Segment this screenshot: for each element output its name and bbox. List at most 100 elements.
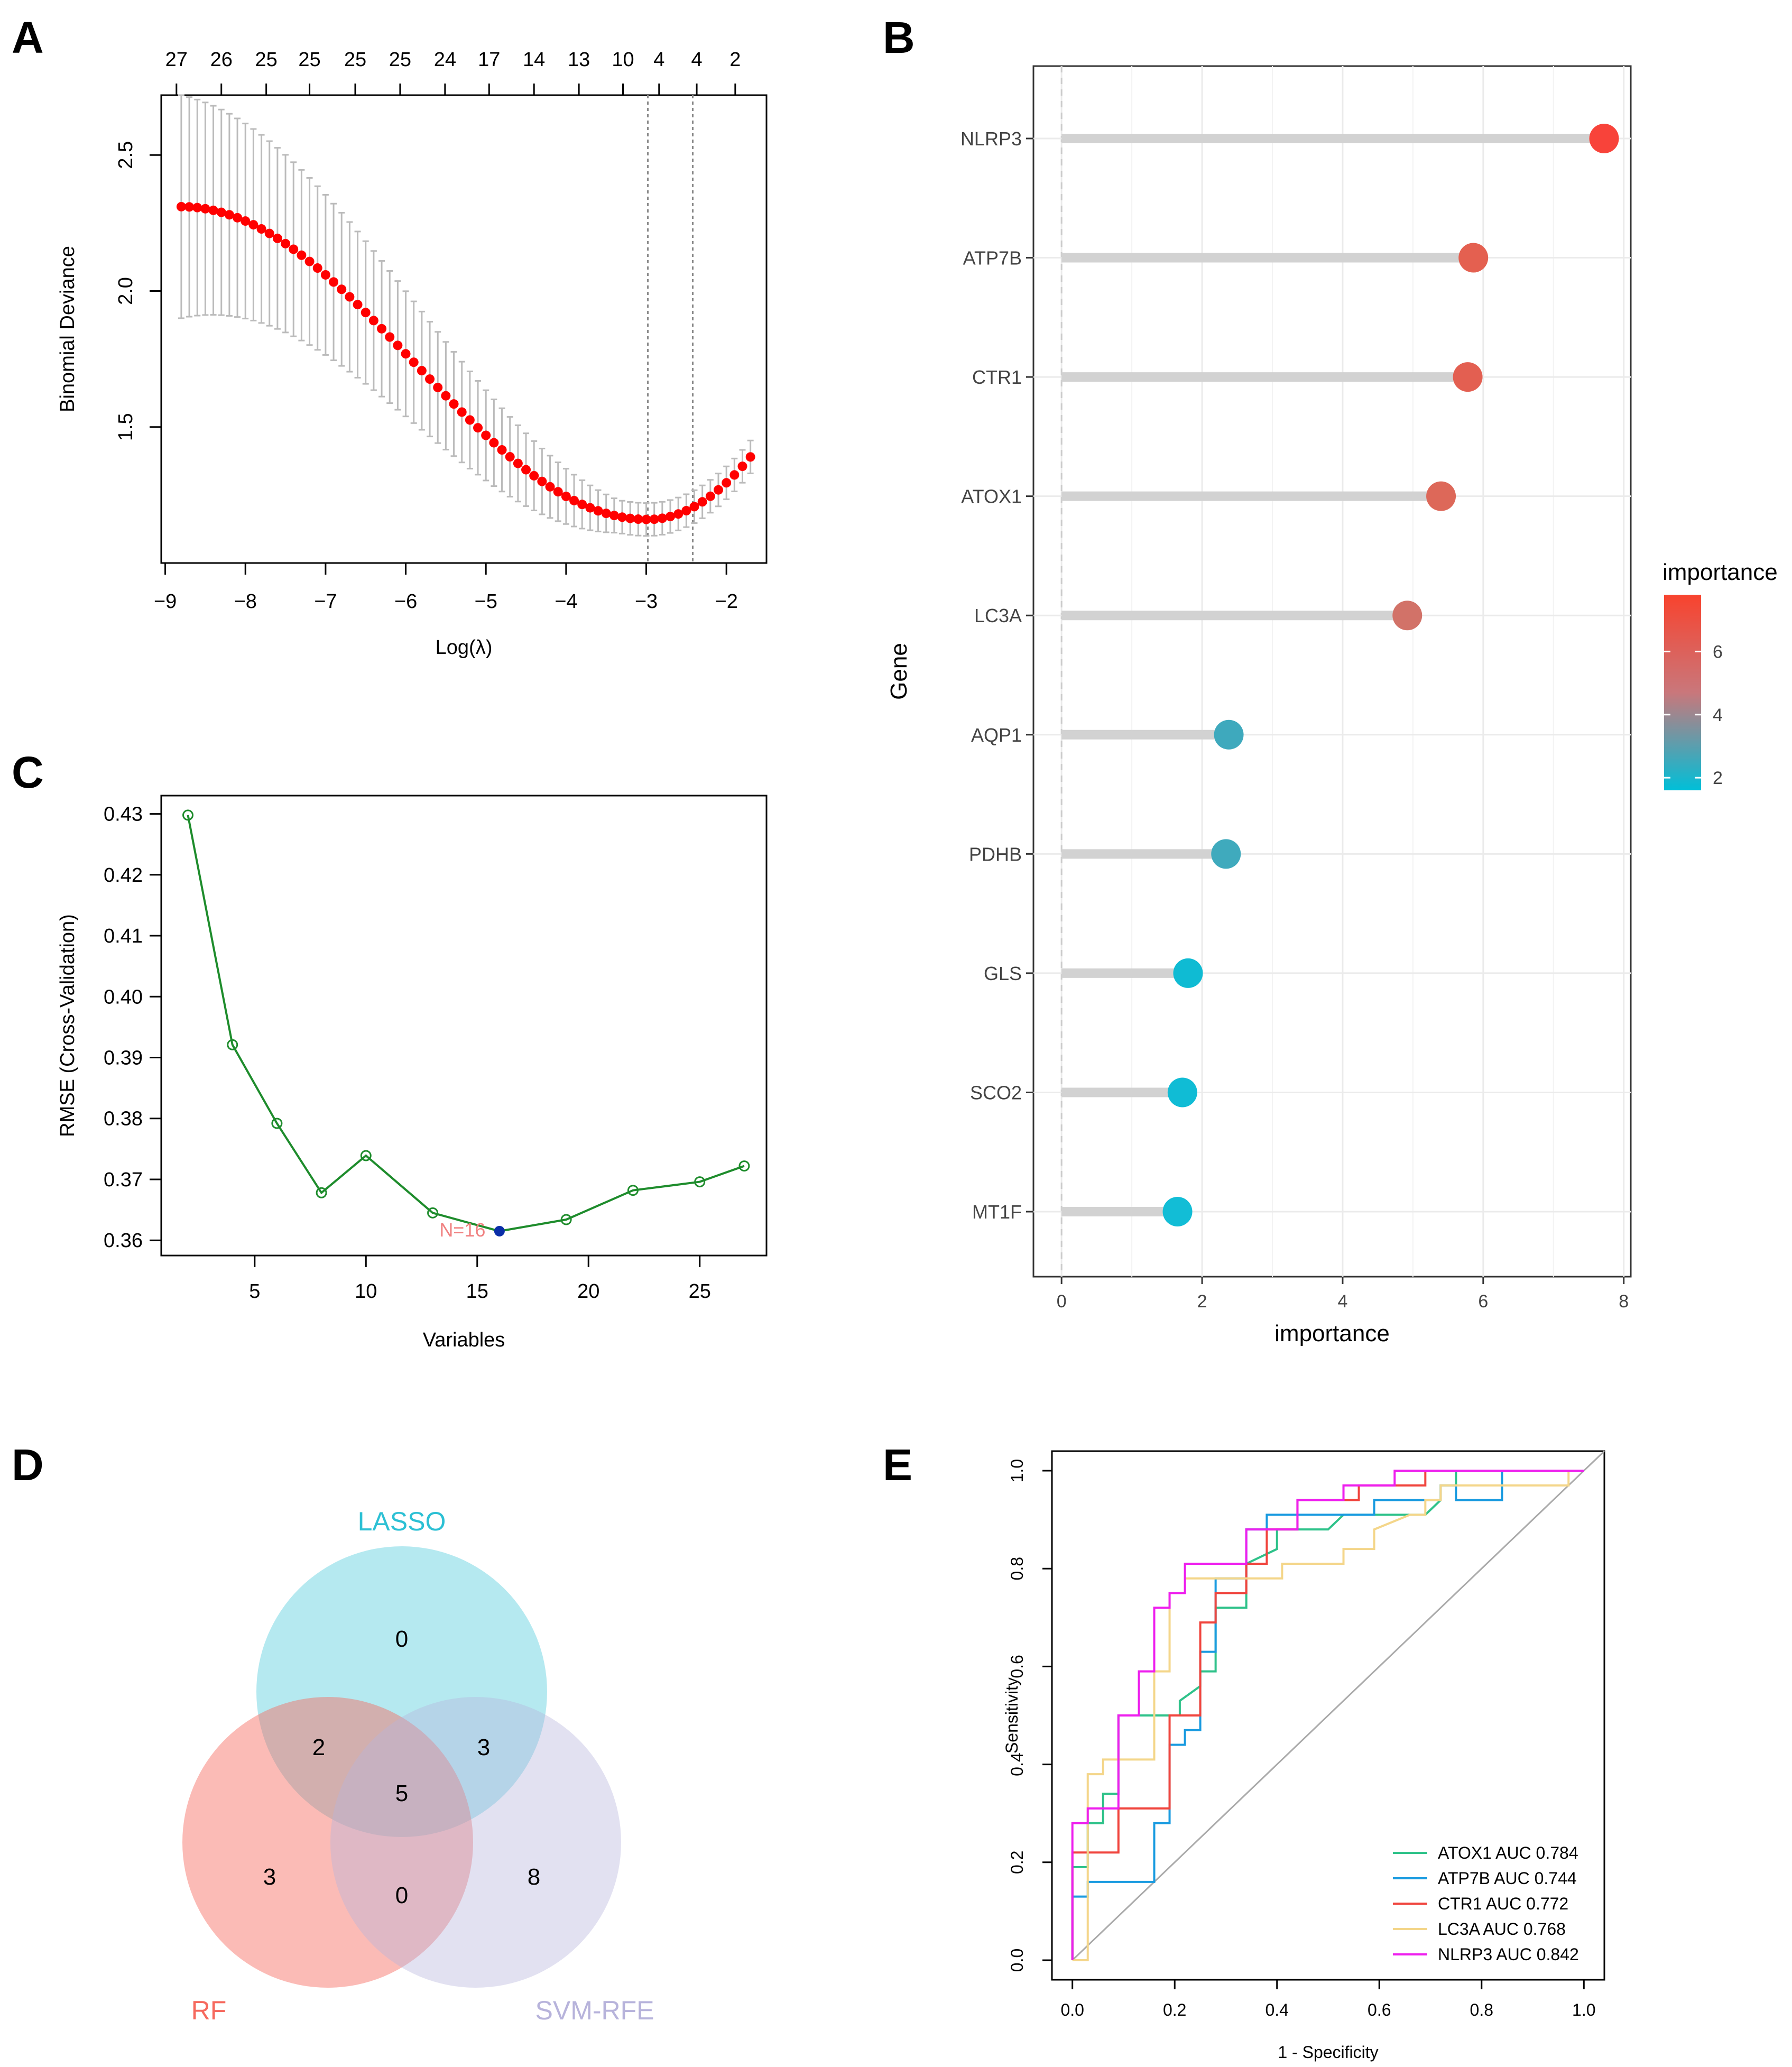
chance-diagonal <box>1071 1450 1605 1961</box>
lollipop-point-aqp1 <box>1214 719 1244 750</box>
y-tick-label: 1.0 <box>1008 1459 1027 1482</box>
deviance-point <box>745 452 755 462</box>
gene-label: MT1F <box>972 1201 1022 1223</box>
deviance-point <box>281 238 291 248</box>
x-tick-label: 25 <box>689 1280 711 1303</box>
y-tick-label: 2.0 <box>115 277 137 305</box>
x-axis-label: importance <box>1274 1321 1390 1346</box>
gene-label: PDHB <box>969 843 1022 865</box>
lollipop-point-gls <box>1173 958 1203 988</box>
gene-label: LC3A <box>974 605 1022 626</box>
deviance-point <box>625 513 635 523</box>
lollipop-point-atox1 <box>1426 481 1456 511</box>
deviance-point <box>569 495 579 505</box>
x-tick-label: −7 <box>314 590 337 613</box>
deviance-point <box>216 207 226 217</box>
y-axis-label: Sensitivity <box>1002 1677 1021 1754</box>
x-tick-label: 20 <box>577 1280 599 1303</box>
venn-set-label-svm-rfe: SVM-RFE <box>535 1996 654 2025</box>
x-tick-label: −9 <box>154 590 177 613</box>
panel-label-C: C <box>12 748 44 797</box>
rmse-point <box>227 1039 238 1050</box>
deviance-point <box>553 487 563 497</box>
deviance-point <box>224 210 234 220</box>
y-tick-label: 0.36 <box>104 1230 143 1252</box>
deviance-point <box>272 233 282 243</box>
rmse-point <box>182 809 194 821</box>
lollipop-point-atp7b <box>1458 243 1489 273</box>
deviance-point <box>425 374 435 384</box>
y-tick-label: 0.0 <box>1008 1949 1027 1972</box>
rmse-point <box>271 1118 283 1129</box>
lollipop-point-pdhb <box>1211 839 1241 869</box>
best-point-label: N=16 <box>439 1219 485 1241</box>
deviance-point <box>320 270 330 280</box>
y-axis-label: Gene <box>886 643 912 700</box>
venn-count-lasso-only: 0 <box>395 1626 408 1652</box>
deviance-point <box>465 415 475 425</box>
x-tick-label: 0 <box>1057 1291 1067 1312</box>
deviance-point <box>345 292 355 302</box>
deviance-point <box>505 452 515 462</box>
x-axis-label: 1 - Specificity <box>1278 2043 1378 2062</box>
lollipop-point-lc3a <box>1392 601 1422 631</box>
rmse-point <box>427 1207 439 1219</box>
deviance-point <box>545 482 555 492</box>
deviance-point <box>401 349 411 359</box>
venn-count-rf-svm: 0 <box>395 1883 408 1908</box>
gene-label: NLRP3 <box>960 128 1022 150</box>
rmse-point <box>316 1187 327 1198</box>
venn-circle-lasso <box>256 1546 547 1837</box>
y-tick-label: 1.5 <box>115 413 137 441</box>
deviance-point <box>449 399 459 409</box>
x-tick-label: 0.0 <box>1060 2000 1084 2019</box>
venn-set-label-lasso: LASSO <box>358 1507 446 1536</box>
rmse-point <box>738 1160 750 1172</box>
panel-label-E: E <box>883 1440 912 1490</box>
x-tick-label: −6 <box>394 590 417 613</box>
deviance-point <box>673 509 683 519</box>
deviance-point <box>529 470 539 481</box>
deviance-point <box>329 277 339 287</box>
x-tick-label: 0.6 <box>1368 2000 1391 2019</box>
deviance-point <box>297 250 307 260</box>
deviance-point <box>200 204 210 214</box>
panel-d-venn-diagram: LASSO RF SVM-RFE 0 2 3 5 3 0 8 <box>182 1507 654 2025</box>
deviance-point <box>617 512 627 522</box>
deviance-point <box>473 423 483 433</box>
plot-frame <box>160 94 768 564</box>
x-axis-label: Variables <box>423 1329 505 1351</box>
venn-circle-svm-rfe <box>330 1697 621 1988</box>
lollipop-point-mt1f <box>1162 1197 1193 1226</box>
x-tick-label: −5 <box>475 590 497 613</box>
deviance-point <box>729 470 740 480</box>
plot-frame <box>1051 1450 1605 1981</box>
y-axis-label: RMSE (Cross-Validation) <box>57 914 79 1137</box>
roc-curve-lc3a <box>1072 1470 1584 1961</box>
x-tick-label: 5 <box>249 1280 260 1303</box>
y-tick-label: 0.37 <box>104 1169 143 1191</box>
gene-label: ATP7B <box>963 247 1022 269</box>
rmse-point <box>694 1176 706 1188</box>
rmse-point <box>560 1214 572 1225</box>
deviance-point <box>714 485 724 495</box>
y-tick-label: 0.42 <box>104 864 143 887</box>
gene-label: ATOX1 <box>961 486 1022 507</box>
deviance-point <box>649 514 659 524</box>
y-tick-label: 0.8 <box>1008 1557 1027 1580</box>
legend-label-lc3a: LC3A AUC 0.768 <box>1438 1920 1566 1939</box>
panel-label-B: B <box>883 13 915 62</box>
gene-label: CTR1 <box>972 366 1022 388</box>
deviance-point <box>304 256 315 266</box>
y-tick-label: 0.41 <box>104 925 143 947</box>
top-tick-label: 4 <box>691 49 702 71</box>
x-tick-label: 15 <box>466 1280 488 1303</box>
deviance-point <box>417 366 427 376</box>
deviance-point <box>601 509 611 519</box>
top-tick-label: 25 <box>389 49 411 71</box>
deviance-point <box>737 462 747 472</box>
x-tick-label: 10 <box>355 1280 377 1303</box>
lollipop-point-nlrp3 <box>1589 124 1619 153</box>
deviance-point <box>633 514 643 524</box>
